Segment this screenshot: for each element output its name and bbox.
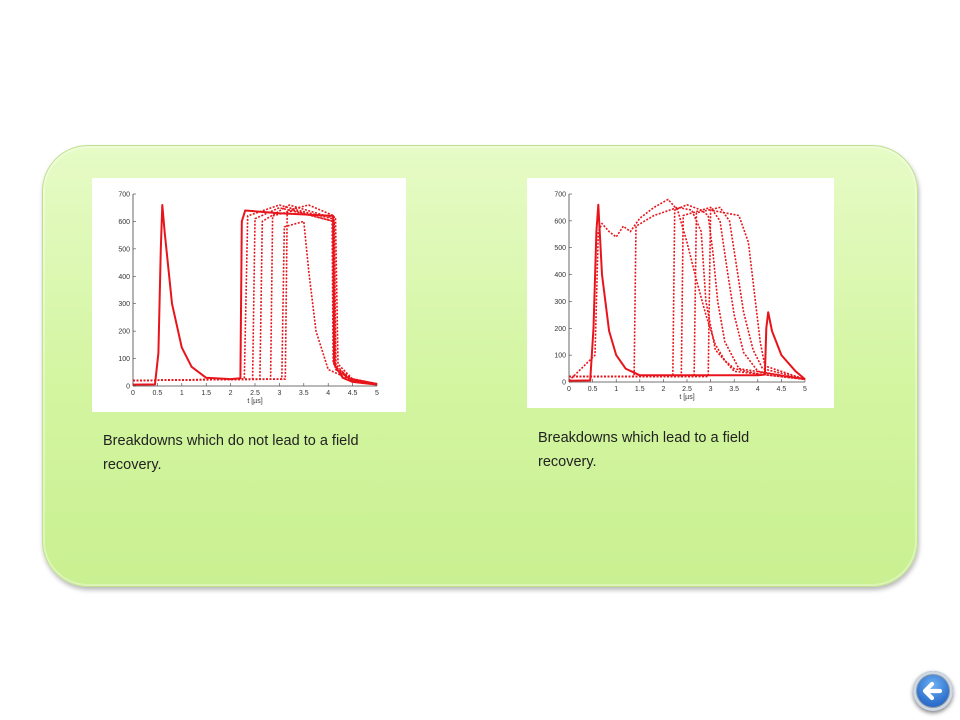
left-chart-y-tick-label: 0 [126, 384, 130, 391]
right-chart-x-tick-label: 3.5 [729, 386, 739, 393]
left-chart-x-tick-label: 2.5 [250, 390, 260, 397]
left-chart-x-tick-label: 0.5 [153, 390, 163, 397]
left-chart-series-line [132, 204, 378, 385]
right-chart-x-tick-label: 2 [661, 386, 665, 393]
left-chart-x-tick-label: 1.5 [201, 390, 211, 397]
left-chart-y-tick-label: 200 [118, 329, 130, 336]
right-chart-y-tick-label: 400 [554, 272, 566, 279]
left-chart-x-tick-label: 3 [277, 390, 281, 397]
chart-recovery-svg: 0 100 200 300 400 500 600 700 0 0.5 1 1.5 2 2.5 3 3.5 4 4… [554, 192, 807, 402]
right-chart-x-tick-label: 1.5 [635, 386, 645, 393]
left-chart-x-tick-label: 2 [229, 390, 233, 397]
right-chart-y-tick-label: 100 [554, 353, 566, 360]
back-button[interactable] [913, 671, 953, 711]
left-chart-x-tick-label: 4 [326, 390, 330, 397]
left-chart-y-tick-label: 400 [118, 274, 130, 281]
right-chart-x-tick-label: 3 [709, 386, 713, 393]
chart-recovery: 0 100 200 300 400 500 600 700 0 0.5 1 1.5 2 2.5 3 3.5 4 4… [527, 178, 834, 408]
left-chart-y-tick-label: 100 [118, 356, 130, 363]
right-chart-series-line [569, 206, 806, 381]
left-chart-y-tick-label: 700 [118, 192, 130, 199]
chart-no-recovery: 0 100 200 300 400 500 600 700 0 0.5 1 1.5 2 2.5 3 3.5 4 4… [92, 178, 406, 412]
right-chart-x-tick-label: 0.5 [588, 386, 598, 393]
chart-no-recovery-svg: 0 100 200 300 400 500 600 700 0 0.5 1 1.5 2 2.5 3 3.5 4 4… [118, 192, 379, 406]
left-chart-series-line [132, 206, 378, 385]
right-chart-x-tick-label: 4.5 [777, 386, 787, 393]
right-chart-x-tick-label: 0 [567, 386, 571, 393]
left-chart-x-tick-label: 1 [180, 390, 184, 397]
right-chart-x-tick-label: 1 [614, 386, 618, 393]
left-chart-y-tick-label: 500 [118, 246, 130, 253]
right-chart-y-tick-label: 300 [554, 299, 566, 306]
left-chart-x-tick-label: 5 [375, 390, 379, 397]
right-chart-y-tick-label: 200 [554, 326, 566, 333]
right-chart-x-axis-label: t [µs] [679, 394, 694, 401]
caption-no-recovery: Breakdowns which do not lead to a field … [103, 433, 359, 473]
right-chart-x-tick-label: 2.5 [682, 386, 692, 393]
left-chart-y-tick-label: 300 [118, 301, 130, 308]
left-chart-series-line [132, 209, 378, 385]
right-chart-x-tick-label: 5 [803, 386, 807, 393]
right-chart-x-tick-label: 4 [756, 386, 760, 393]
right-chart-y-tick-label: 700 [554, 192, 566, 199]
right-chart-series-line [569, 209, 806, 381]
left-chart-x-tick-label: 0 [131, 390, 135, 397]
back-arrow-icon [922, 681, 943, 701]
right-chart-y-tick-label: 600 [554, 218, 566, 225]
right-chart-y-tick-label: 0 [562, 380, 566, 387]
right-chart-y-tick-label: 500 [554, 245, 566, 252]
left-chart-x-tick-label: 3.5 [299, 390, 309, 397]
left-chart-y-tick-label: 600 [118, 219, 130, 226]
left-chart-x-tick-label: 4.5 [348, 390, 358, 397]
left-chart-x-axis-label: t [µs] [247, 398, 262, 405]
right-chart-series-line [568, 198, 806, 382]
caption-recovery: Breakdowns which lead to a field recover… [538, 430, 750, 470]
right-chart-series-line [568, 203, 806, 382]
